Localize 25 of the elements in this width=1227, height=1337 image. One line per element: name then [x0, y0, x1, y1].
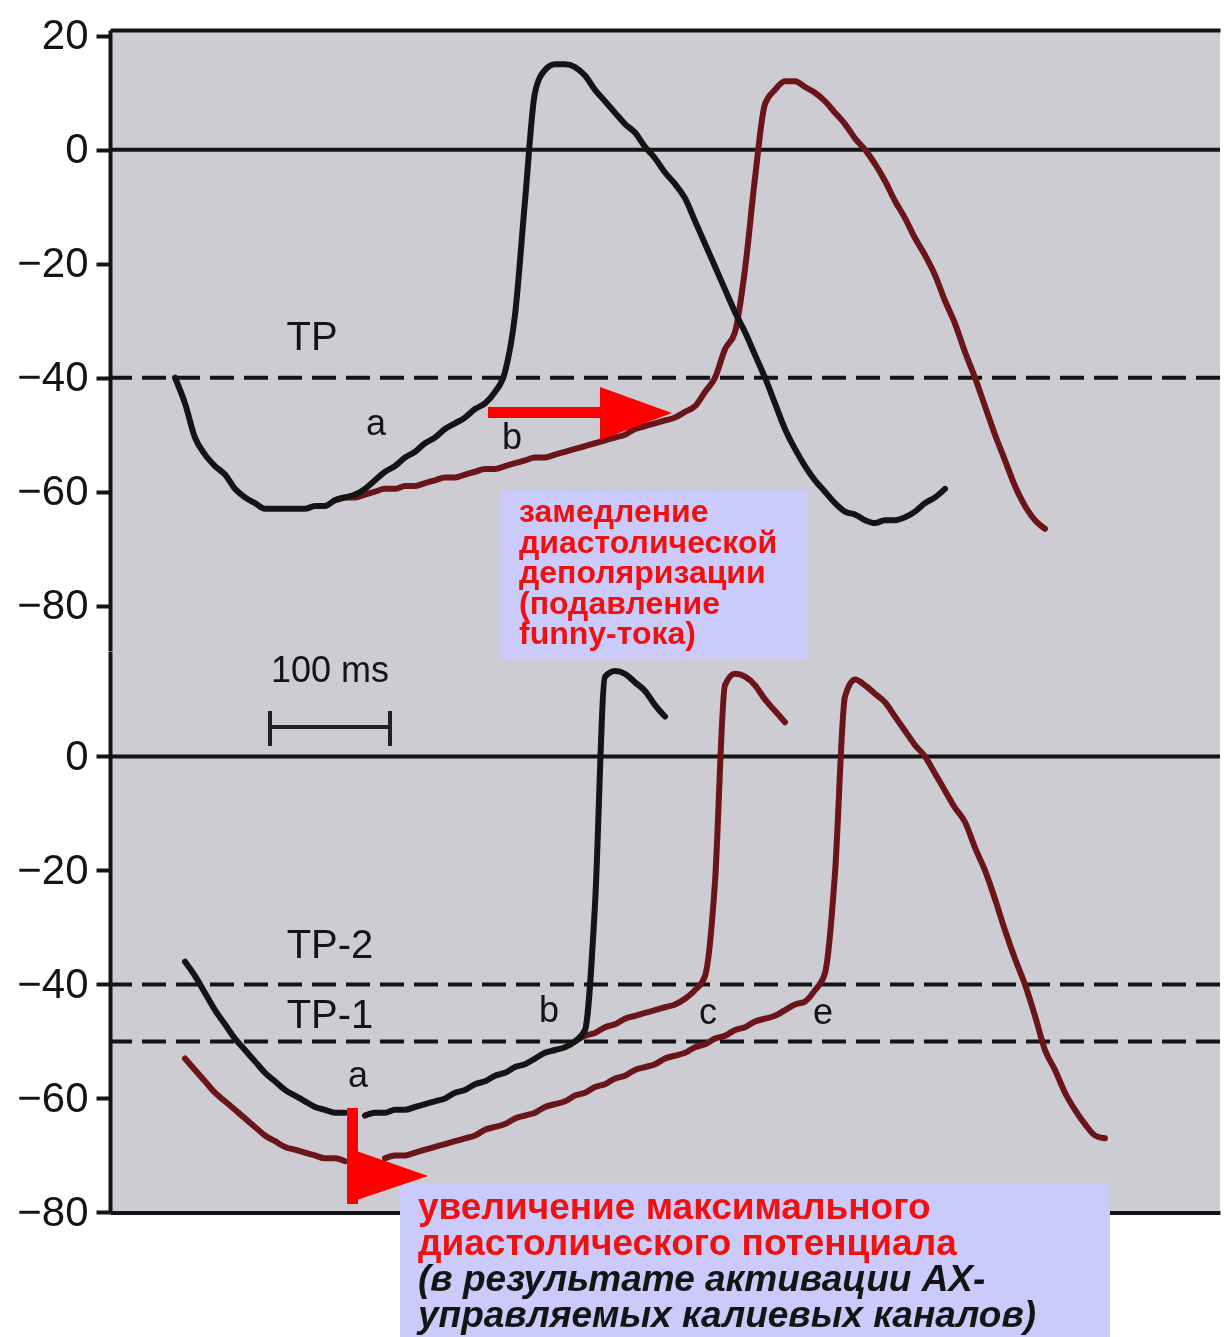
y-tick-label: −40 [17, 960, 89, 1008]
annotation: a [365, 402, 387, 443]
y-tick-label: 0 [65, 125, 89, 173]
y-tick-label: −20 [17, 846, 89, 894]
annotation: e [812, 991, 834, 1032]
annotation: a [347, 1054, 369, 1095]
annotation: b [538, 989, 560, 1030]
y-tick-label: −80 [17, 581, 89, 629]
annotation: 100 ms [270, 649, 390, 690]
y-tick-label: −20 [17, 239, 89, 287]
ref-line-label: TP-2 [286, 922, 374, 967]
annotation: замедление диастолической деполяризации (подавление funny-тока) [519, 493, 779, 651]
annotation: увеличение максимального диастолического потенциала [418, 1186, 958, 1263]
y-tick-label: −80 [17, 1188, 89, 1236]
annotation: b [501, 416, 523, 457]
y-tick-label: −40 [17, 353, 89, 401]
note-box: увеличение максимального диастолического потенциала (в результате активации АХ-управляемых калиевых каналов) [400, 1183, 1110, 1337]
y-tick-label: −60 [17, 467, 89, 515]
y-tick-label: −60 [17, 1074, 89, 1122]
ref-line-label: TP [286, 313, 338, 358]
note-box: замедление диастолической деполяризации (подавление funny-тока) [500, 490, 808, 660]
y-tick-label: 20 [41, 11, 89, 59]
annotation: c [699, 991, 717, 1032]
ref-line-label: TP-1 [286, 992, 374, 1037]
y-tick-label: 0 [65, 732, 89, 780]
